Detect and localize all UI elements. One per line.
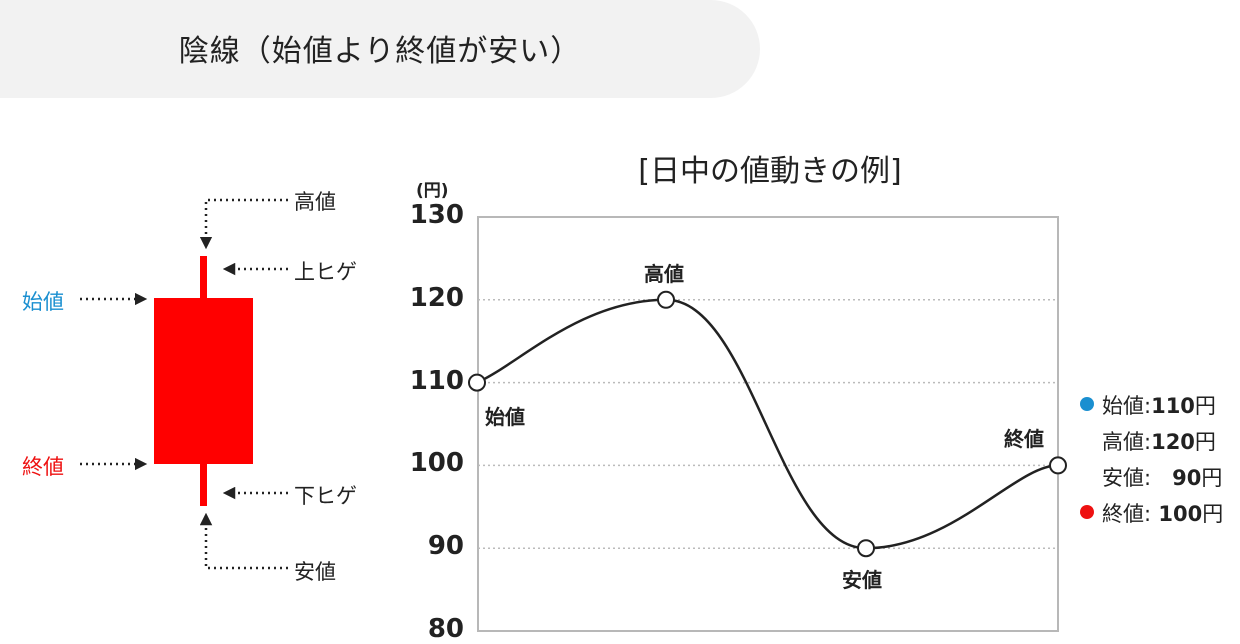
upper-shadow-label: 上ヒゲ: [294, 260, 357, 284]
legend-unit: 円: [1194, 394, 1216, 418]
high-label: 高値: [294, 190, 336, 214]
legend-dot-icon: [1080, 397, 1094, 411]
y-tick-label: 100: [409, 448, 464, 479]
legend-label: 始値:: [1102, 394, 1152, 418]
high-pointer: [199, 198, 288, 250]
data-point-marker: [468, 373, 486, 392]
legend-value: 120: [1151, 430, 1195, 454]
legend-label: 高値:: [1102, 430, 1152, 454]
data-point-marker: [1049, 456, 1067, 475]
y-tick-label: 130: [409, 200, 464, 230]
price-line: [476, 298, 1059, 550]
legend-value: 100: [1151, 502, 1203, 526]
low-label: 安値: [294, 560, 336, 584]
data-point-label: 安値: [842, 568, 882, 593]
lower-shadow-label: 下ヒゲ: [294, 484, 357, 508]
data-point-marker: [857, 539, 875, 558]
legend-item: 始値:110円: [1080, 390, 1216, 420]
data-point-marker: [657, 290, 675, 309]
page-title: 陰線（始値より終値が安い）: [178, 34, 582, 69]
y-tick-label: 110: [409, 365, 464, 396]
legend-value: 90: [1151, 466, 1202, 490]
legend-item: 終値: 100円: [1080, 498, 1223, 528]
data-point-label: 終値: [1004, 427, 1044, 452]
legend-item: 安値: 90円: [1080, 462, 1222, 492]
y-tick-label: 80: [427, 614, 464, 644]
lower-shadow: [200, 462, 207, 506]
legend-dot-icon: [1080, 505, 1094, 519]
legend-label: 安値:: [1102, 466, 1152, 490]
legend-unit: 円: [1202, 502, 1224, 526]
legend-unit: 円: [1194, 430, 1216, 454]
candle-body: [154, 298, 253, 464]
y-axis-unit: (円): [416, 181, 449, 201]
legend-item: 高値:120円: [1080, 426, 1216, 456]
legend-value: 110: [1151, 394, 1195, 418]
chart-title: [日中の値動きの例]: [638, 154, 902, 189]
open-label: 始値: [22, 290, 64, 314]
legend-label: 終値:: [1102, 502, 1152, 526]
close-label: 終値: [22, 455, 64, 479]
upper-shadow: [200, 256, 207, 300]
data-point-label: 高値: [644, 261, 684, 286]
data-point-label: 始値: [485, 404, 525, 429]
legend-unit: 円: [1201, 466, 1223, 490]
plot-frame: [477, 216, 1059, 632]
y-tick-label: 90: [427, 531, 464, 562]
title-banner: [0, 0, 760, 98]
y-tick-label: 120: [409, 282, 464, 313]
